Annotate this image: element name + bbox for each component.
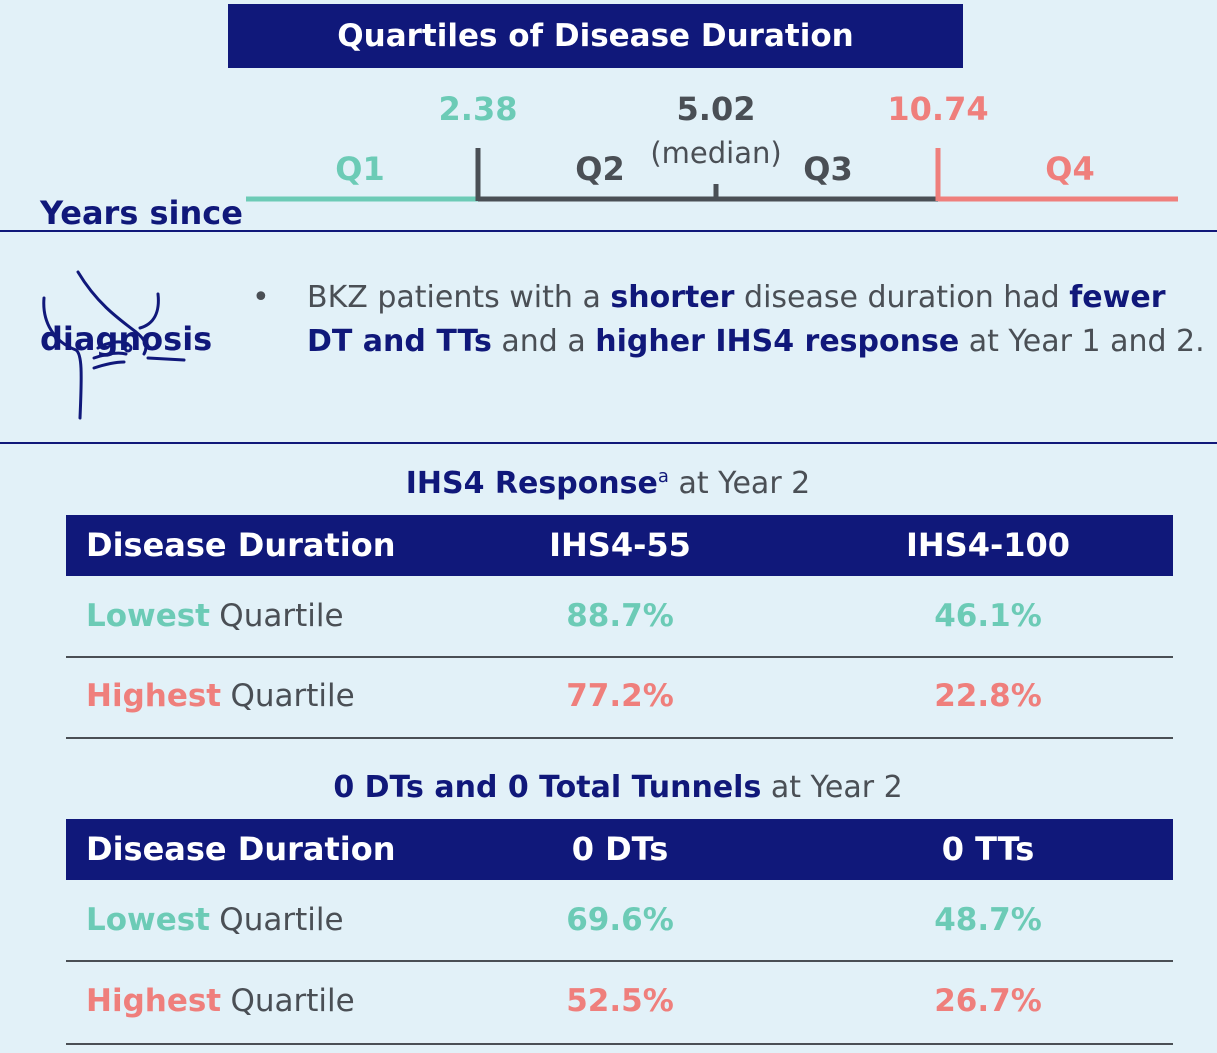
row-rule bbox=[66, 656, 1173, 658]
separator bbox=[0, 442, 1217, 444]
header-cell: Disease Duration bbox=[86, 819, 396, 880]
bullet: • bbox=[252, 276, 270, 320]
cell: 22.8% bbox=[934, 678, 1042, 714]
median-note: (median) bbox=[650, 136, 781, 170]
separator bbox=[0, 230, 1217, 232]
row-text: Quartile bbox=[219, 902, 343, 938]
table-title: 0 DTs and 0 Total Tunnels at Year 2 bbox=[333, 770, 902, 805]
title-run: at Year 2 bbox=[669, 466, 810, 501]
cell: 46.1% bbox=[934, 598, 1042, 634]
table-header: Disease Duration 0 DTs 0 TTs bbox=[66, 819, 1173, 880]
cut-high: 10.74 bbox=[887, 90, 988, 128]
title-run: 0 DTs and 0 Total Tunnels bbox=[333, 770, 761, 805]
header-cell: 0 TTs bbox=[942, 819, 1035, 880]
header-cell: IHS4-55 bbox=[549, 515, 691, 576]
cell: 48.7% bbox=[934, 902, 1042, 938]
quartile-label: Q3 bbox=[803, 150, 852, 188]
row-rule bbox=[66, 1043, 1173, 1045]
table-title: IHS4 Responsea at Year 2 bbox=[406, 466, 811, 501]
footnote-mark: a bbox=[658, 466, 669, 487]
quartile-label: Q1 bbox=[335, 150, 384, 188]
table-header: Disease Duration IHS4-55 IHS4-100 bbox=[66, 515, 1173, 576]
row-group: Lowest bbox=[86, 598, 210, 634]
quartile-label: Q2 bbox=[575, 150, 624, 188]
header-cell: Disease Duration bbox=[86, 515, 396, 576]
text-run: BKZ patients with a bbox=[307, 280, 610, 315]
text-run: at Year 1 and 2. bbox=[959, 324, 1205, 359]
icon bbox=[36, 262, 196, 424]
row-text: Quartile bbox=[230, 983, 354, 1019]
cell: 88.7% bbox=[566, 598, 674, 634]
row-group: Highest bbox=[86, 678, 221, 714]
row-rule bbox=[66, 737, 1173, 739]
row-group: Highest bbox=[86, 983, 221, 1019]
text-run: disease duration had bbox=[734, 280, 1069, 315]
page: Quartiles of Disease Duration Years sinc… bbox=[0, 0, 1217, 1053]
quartile-axis bbox=[0, 0, 1217, 230]
quartile-label: Q4 bbox=[1045, 150, 1094, 188]
median: 5.02 bbox=[677, 90, 756, 128]
cell: 77.2% bbox=[566, 678, 674, 714]
cell: 52.5% bbox=[566, 983, 674, 1019]
cut-low: 2.38 bbox=[439, 90, 518, 128]
row-text: Quartile bbox=[230, 678, 354, 714]
row-group: Lowest bbox=[86, 902, 210, 938]
title-run: IHS4 Response bbox=[406, 466, 658, 501]
header-cell: IHS4-100 bbox=[906, 515, 1070, 576]
text-run: higher IHS4 response bbox=[595, 324, 959, 359]
text-run: shorter bbox=[610, 280, 734, 315]
cell: 26.7% bbox=[934, 983, 1042, 1019]
summary-text: BKZ patients with a shorter disease dura… bbox=[307, 276, 1207, 364]
header-cell: 0 DTs bbox=[572, 819, 669, 880]
row-rule bbox=[66, 960, 1173, 962]
title-run: at Year 2 bbox=[761, 770, 902, 805]
text-run: and a bbox=[492, 324, 595, 359]
cell: 69.6% bbox=[566, 902, 674, 938]
row-text: Quartile bbox=[219, 598, 343, 634]
